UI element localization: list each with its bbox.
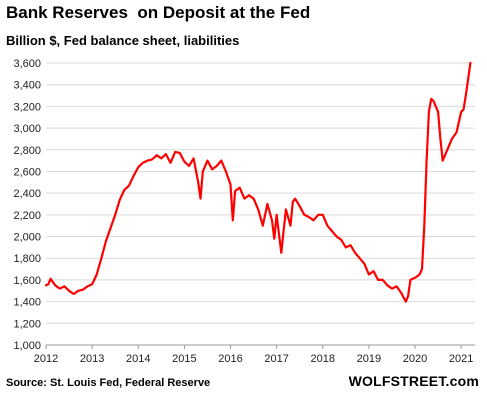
y-tick-label: 1,800 bbox=[13, 253, 41, 265]
series-group bbox=[44, 61, 472, 303]
series-line-0 bbox=[44, 61, 472, 303]
x-tick-label: 2012 bbox=[34, 353, 58, 365]
y-tick-label: 1,200 bbox=[13, 318, 41, 330]
x-tick-label: 2016 bbox=[218, 353, 242, 365]
y-axis: 1,000 1,200 1,400 1,600 1,800 2,000 2,200 2,400… bbox=[13, 58, 41, 352]
chart-subtitle: Billion $, Fed balance sheet, liabilitie… bbox=[6, 33, 240, 48]
y-tick-label: 1,000 bbox=[13, 340, 41, 352]
x-tick-label: 2018 bbox=[311, 353, 335, 365]
x-tick-label: 2013 bbox=[80, 353, 104, 365]
y-tick-label: 2,800 bbox=[13, 145, 41, 157]
y-tick-label: 3,200 bbox=[13, 101, 41, 113]
y-tick-label: 1,600 bbox=[13, 275, 41, 287]
x-tick-label: 2015 bbox=[172, 353, 196, 365]
y-tick-label: 2,200 bbox=[13, 210, 41, 222]
y-tick-label: 3,400 bbox=[13, 80, 41, 92]
source-note: Source: St. Louis Fed, Federal Reserve bbox=[6, 377, 211, 389]
x-tick-label: 2017 bbox=[264, 353, 288, 365]
x-tick-label: 2021 bbox=[449, 353, 473, 365]
x-tick-label: 2020 bbox=[403, 353, 427, 365]
y-tick-label: 1,400 bbox=[13, 297, 41, 309]
y-tick-label: 2,000 bbox=[13, 232, 41, 244]
chart-title: Bank Reserves on Deposit at the Fed bbox=[6, 3, 311, 22]
y-tick-label: 3,600 bbox=[13, 58, 41, 70]
y-tick-label: 2,400 bbox=[13, 188, 41, 200]
grid-lines bbox=[46, 62, 475, 346]
y-tick-label: 2,600 bbox=[13, 166, 41, 178]
x-tick-label: 2019 bbox=[357, 353, 381, 365]
brand-watermark: WOLFSTREET.com bbox=[348, 373, 479, 389]
y-tick-label: 3,000 bbox=[13, 123, 41, 135]
x-axis: 2012 2013 2014 2015 2016 2017 2018 2019 2020 2021 bbox=[34, 344, 475, 365]
x-tick-label: 2014 bbox=[126, 353, 150, 365]
